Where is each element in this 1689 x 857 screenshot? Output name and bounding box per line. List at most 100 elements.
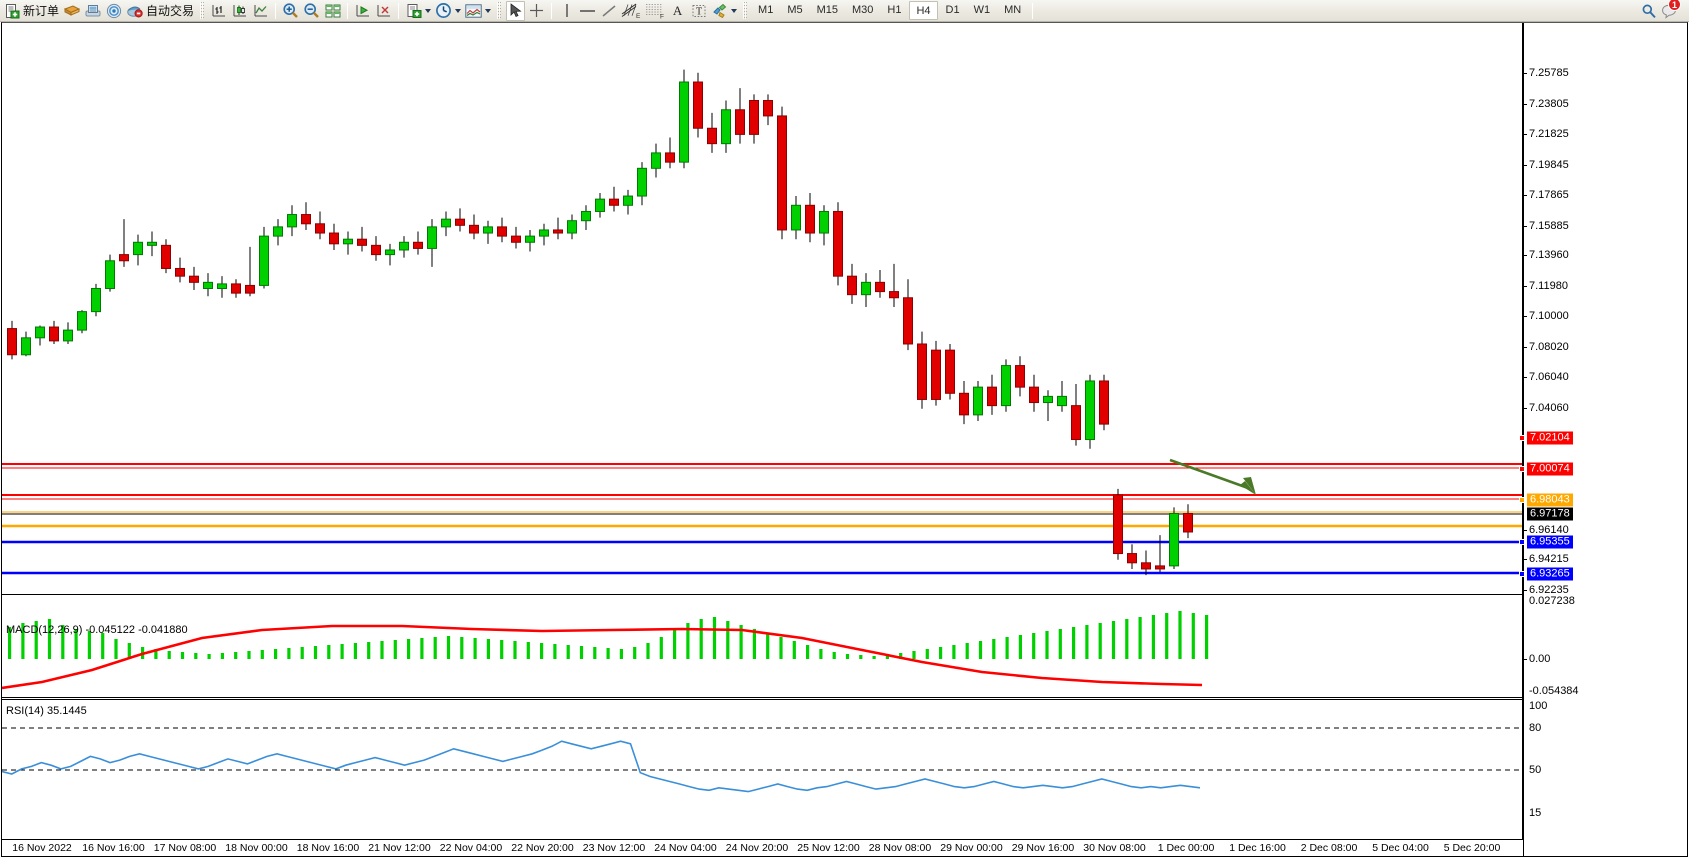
time-axis-label: 30 Nov 08:00 bbox=[1083, 842, 1146, 854]
support-line-1-label[interactable]: 6.95355 bbox=[1527, 535, 1573, 549]
period-icon[interactable] bbox=[434, 1, 453, 21]
macd-pane[interactable] bbox=[2, 596, 1523, 693]
candle-body bbox=[1113, 494, 1123, 555]
candle-body bbox=[357, 238, 367, 246]
objects-chevron-down-icon[interactable] bbox=[731, 8, 738, 13]
timeframe-h1[interactable]: H1 bbox=[887, 4, 902, 16]
macd-histogram-bar bbox=[446, 636, 451, 659]
rsi-pane[interactable] bbox=[2, 701, 1523, 818]
macd-histogram-bar bbox=[939, 647, 943, 659]
time-axis-label: 22 Nov 20:00 bbox=[511, 842, 574, 854]
templates-chevron-down-icon[interactable] bbox=[485, 8, 492, 13]
trendline-icon[interactable] bbox=[599, 1, 618, 21]
macd-histogram-bar bbox=[792, 641, 796, 659]
equidistant-channel-icon[interactable]: E bbox=[620, 1, 642, 21]
pivot-line-label[interactable]: 6.98043 bbox=[1527, 493, 1573, 507]
support-line-2-anchor[interactable] bbox=[1519, 571, 1525, 578]
main-toolbar: 新订单 bbox=[0, 0, 1689, 22]
fibonacci-icon[interactable]: F bbox=[644, 1, 666, 21]
chart-window[interactable]: USDCNH-,H4 6.97179 6.97584 6.97162 6.971… bbox=[1, 22, 1688, 857]
market-watch-icon[interactable] bbox=[83, 1, 102, 21]
cursor-icon[interactable] bbox=[506, 0, 526, 21]
support-line-1-anchor[interactable] bbox=[1519, 538, 1525, 545]
time-axis-label: 24 Nov 04:00 bbox=[654, 842, 717, 854]
svg-text:F: F bbox=[660, 13, 664, 19]
timeframe-m5[interactable]: M5 bbox=[787, 4, 803, 16]
toolbar-grip-2[interactable] bbox=[497, 2, 502, 19]
time-axis-label: 18 Nov 16:00 bbox=[296, 842, 360, 854]
text-label-icon[interactable]: T bbox=[689, 1, 708, 21]
macd-histogram-bar bbox=[1138, 617, 1142, 659]
resistance-line-1-label[interactable]: 7.02104 bbox=[1527, 431, 1573, 445]
new-order-label[interactable]: 新订单 bbox=[23, 3, 60, 18]
candle-body bbox=[931, 349, 941, 400]
macd-histogram-bar bbox=[752, 629, 756, 659]
timeframe-m15[interactable]: M15 bbox=[816, 4, 838, 16]
candle-body bbox=[525, 235, 535, 243]
macd-histogram-bar bbox=[1151, 615, 1155, 659]
indicators-icon[interactable] bbox=[404, 1, 423, 21]
crosshair-icon[interactable] bbox=[527, 1, 546, 21]
text-icon[interactable]: A bbox=[672, 2, 683, 18]
templates-icon[interactable] bbox=[464, 1, 483, 21]
macd-histogram-bar bbox=[47, 619, 52, 659]
price-tick-label: 7.25785 bbox=[1529, 67, 1569, 79]
support-line-2-label[interactable]: 6.93265 bbox=[1527, 567, 1573, 581]
auto-trading-icon[interactable] bbox=[125, 1, 144, 21]
alerts-icon[interactable]: 1 bbox=[1660, 0, 1681, 21]
search-icon[interactable] bbox=[1639, 1, 1658, 21]
candle-body bbox=[861, 281, 871, 296]
macd-histogram-bar bbox=[978, 641, 983, 659]
toolbar-grip[interactable] bbox=[200, 2, 205, 19]
profiles-icon[interactable] bbox=[62, 1, 81, 21]
candle-body bbox=[133, 241, 143, 256]
line-chart-icon[interactable] bbox=[251, 1, 270, 21]
candle-series bbox=[7, 69, 1193, 576]
auto-trading-label[interactable]: 自动交易 bbox=[146, 3, 195, 18]
grid-icon[interactable] bbox=[374, 1, 393, 21]
tile-windows-icon[interactable] bbox=[323, 1, 342, 21]
timeframe-d1[interactable]: D1 bbox=[945, 4, 960, 16]
price-scale[interactable]: 7.25785 7.23805 7.21825 7.19845 7.17865 7.158… bbox=[1519, 23, 1687, 856]
macd-histogram-bar bbox=[965, 643, 969, 659]
time-axis-label: 29 Nov 16:00 bbox=[1011, 842, 1075, 854]
toolbar-grip-3[interactable] bbox=[743, 2, 748, 19]
timeframe-m1[interactable]: M1 bbox=[758, 4, 774, 16]
macd-histogram-bar bbox=[699, 619, 703, 659]
time-scale[interactable]: 16 Nov 2022 16 Nov 16:00 17 Nov 08:00 18 No… bbox=[2, 839, 1523, 856]
zoom-out-icon[interactable] bbox=[302, 1, 321, 21]
candle-body bbox=[511, 235, 521, 243]
horizontal-line-icon[interactable] bbox=[578, 1, 597, 21]
resistance-line-1-anchor[interactable] bbox=[1519, 434, 1525, 441]
timeframe-mn[interactable]: MN bbox=[1004, 4, 1022, 16]
macd-histogram-bar bbox=[367, 642, 371, 659]
data-window-icon[interactable] bbox=[353, 1, 372, 21]
timeframe-w1[interactable]: W1 bbox=[973, 4, 991, 16]
objects-icon[interactable] bbox=[710, 1, 729, 21]
price-pane[interactable] bbox=[2, 23, 1523, 594]
navigator-icon[interactable] bbox=[104, 1, 123, 21]
price-tick-label: 7.17865 bbox=[1529, 189, 1569, 202]
indicators-chevron-down-icon[interactable] bbox=[425, 8, 432, 13]
candlestick-chart-icon[interactable] bbox=[230, 1, 249, 21]
zoom-in-icon[interactable] bbox=[281, 1, 300, 21]
vertical-line-icon[interactable] bbox=[557, 1, 576, 21]
pivot-line-anchor[interactable] bbox=[1519, 497, 1525, 504]
macd-histogram-bar bbox=[766, 633, 770, 659]
new-order-icon[interactable] bbox=[2, 1, 21, 21]
timeframe-h4[interactable]: H4 bbox=[909, 1, 938, 20]
macd-histogram-bar bbox=[114, 639, 118, 659]
macd-histogram-bar bbox=[553, 644, 557, 659]
period-chevron-down-icon[interactable] bbox=[455, 8, 462, 13]
candle-body bbox=[35, 326, 45, 339]
macd-histogram-bar bbox=[500, 640, 504, 659]
macd-histogram-bar bbox=[1098, 623, 1102, 659]
time-axis-label: 23 Nov 12:00 bbox=[582, 842, 646, 854]
bar-chart-icon[interactable] bbox=[209, 1, 228, 21]
resistance-line-2-label[interactable]: 7.00074 bbox=[1527, 462, 1573, 476]
downtrend-arrow-annotation[interactable] bbox=[1169, 458, 1256, 495]
timeframe-m30[interactable]: M30 bbox=[852, 4, 874, 16]
current-price-line-label[interactable]: 6.97178 bbox=[1527, 507, 1573, 521]
resistance-line-2-anchor[interactable] bbox=[1519, 466, 1525, 473]
price-tick bbox=[1523, 285, 1527, 287]
